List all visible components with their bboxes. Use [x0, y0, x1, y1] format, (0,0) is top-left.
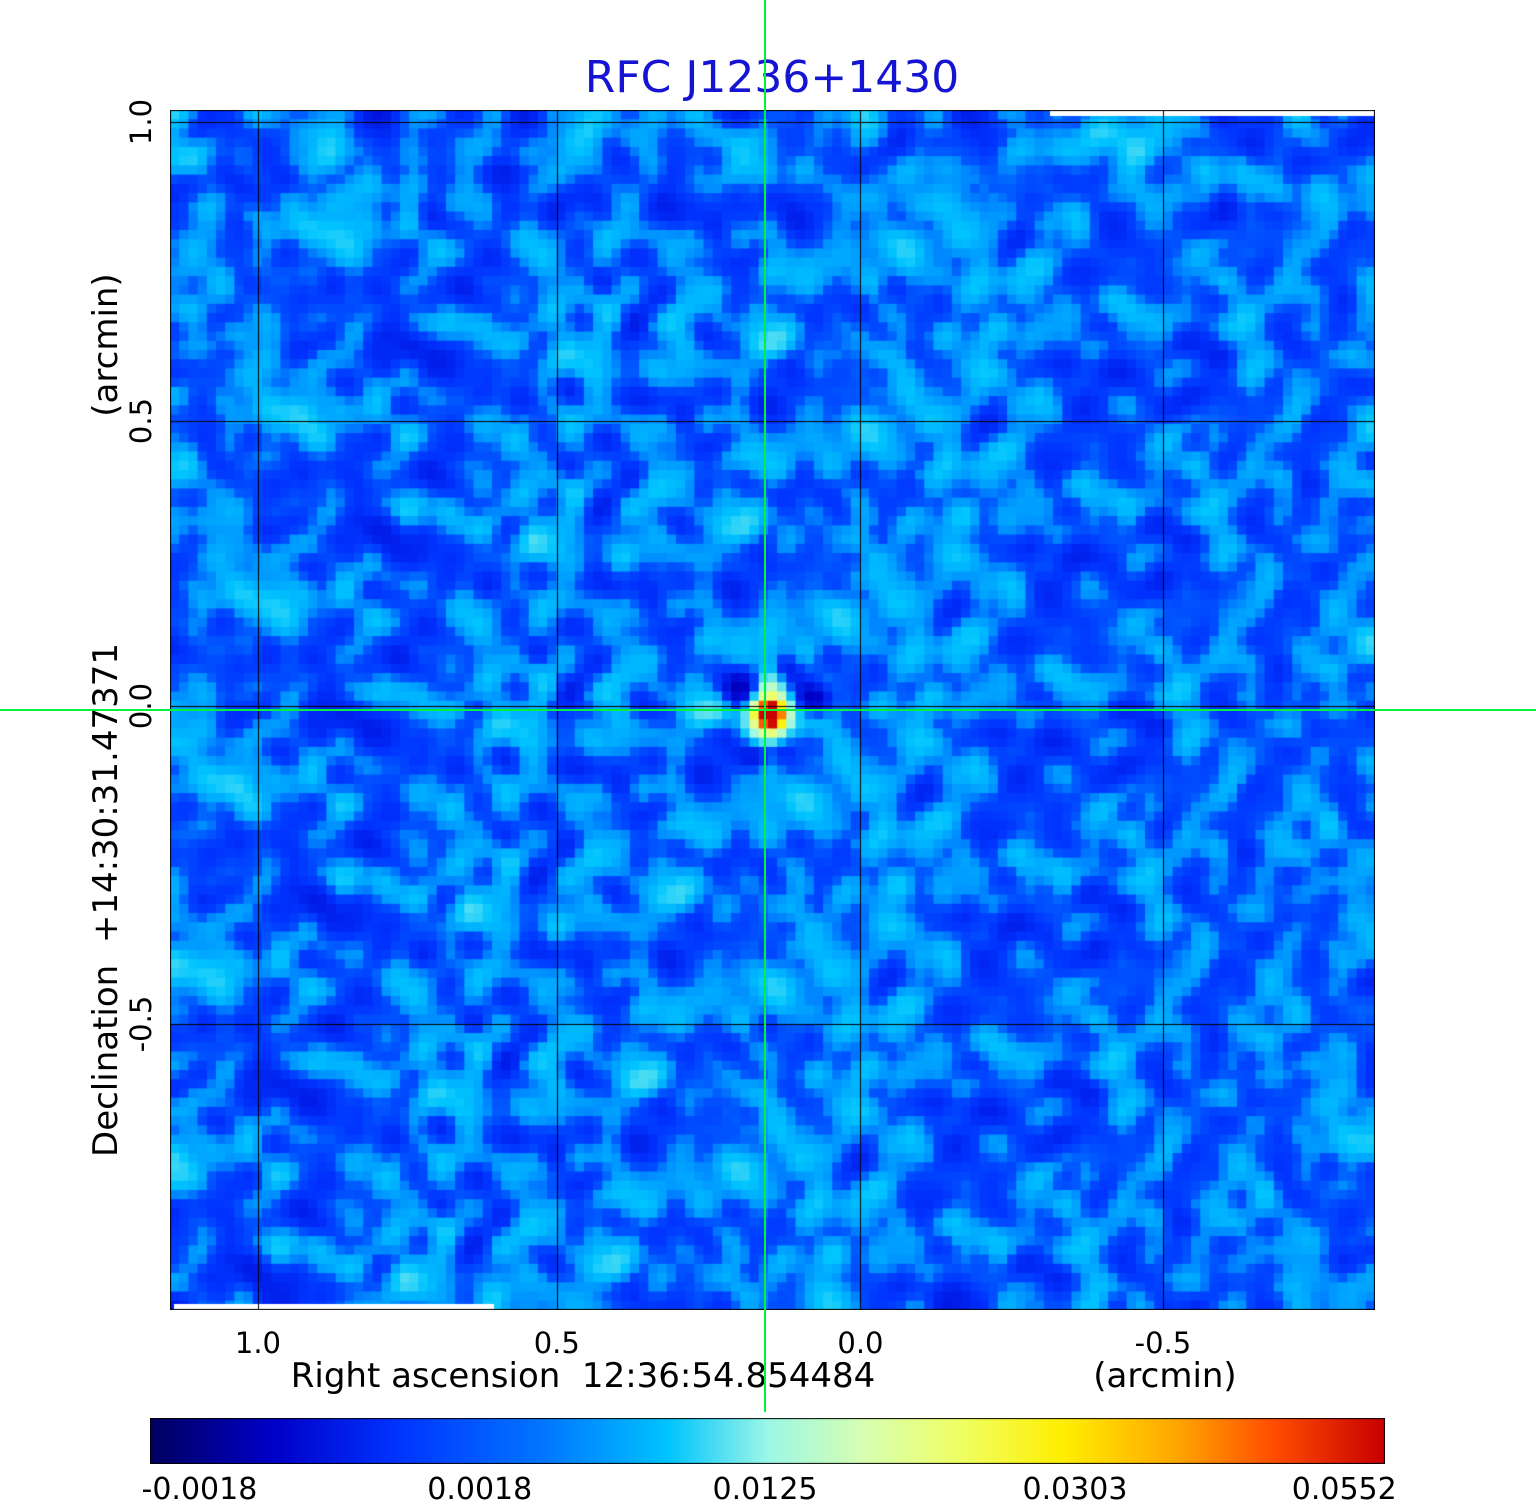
colorbar-tick-label: 0.0018 [427, 1472, 533, 1507]
x-tick-label: 0.5 [533, 1326, 580, 1360]
y-tick-label: 1.0 [124, 98, 158, 146]
colorbar-tick-label: -0.0018 [141, 1472, 258, 1507]
colorbar-tick-label: 0.0125 [712, 1472, 818, 1507]
crosshair-horizontal-line [0, 709, 1536, 711]
y-tick-label: 0.0 [124, 683, 158, 730]
page-title: RFC J1236+1430 [584, 52, 960, 103]
colorbar-tick-label: 0.0552 [1291, 1472, 1397, 1507]
colorbar-tick-label: 0.0303 [1022, 1472, 1128, 1507]
colorbar-canvas [150, 1418, 1385, 1464]
x-tick-label: 0.0 [837, 1326, 884, 1360]
x-tick-label: 1.0 [234, 1326, 282, 1360]
y-tick-label: 0.5 [124, 397, 158, 444]
x-tick-label: -0.5 [1134, 1326, 1192, 1360]
y-axis-unit: (arcmin) [86, 273, 126, 417]
x-axis-title: Right ascension 12:36:54.854484 [290, 1356, 876, 1396]
crosshair-vertical-line [764, 0, 766, 1412]
x-axis-unit: (arcmin) [1093, 1356, 1237, 1396]
y-tick-label: -0.5 [124, 996, 158, 1053]
y-axis-title: Declination +14:30:31.47371 [86, 643, 126, 1157]
